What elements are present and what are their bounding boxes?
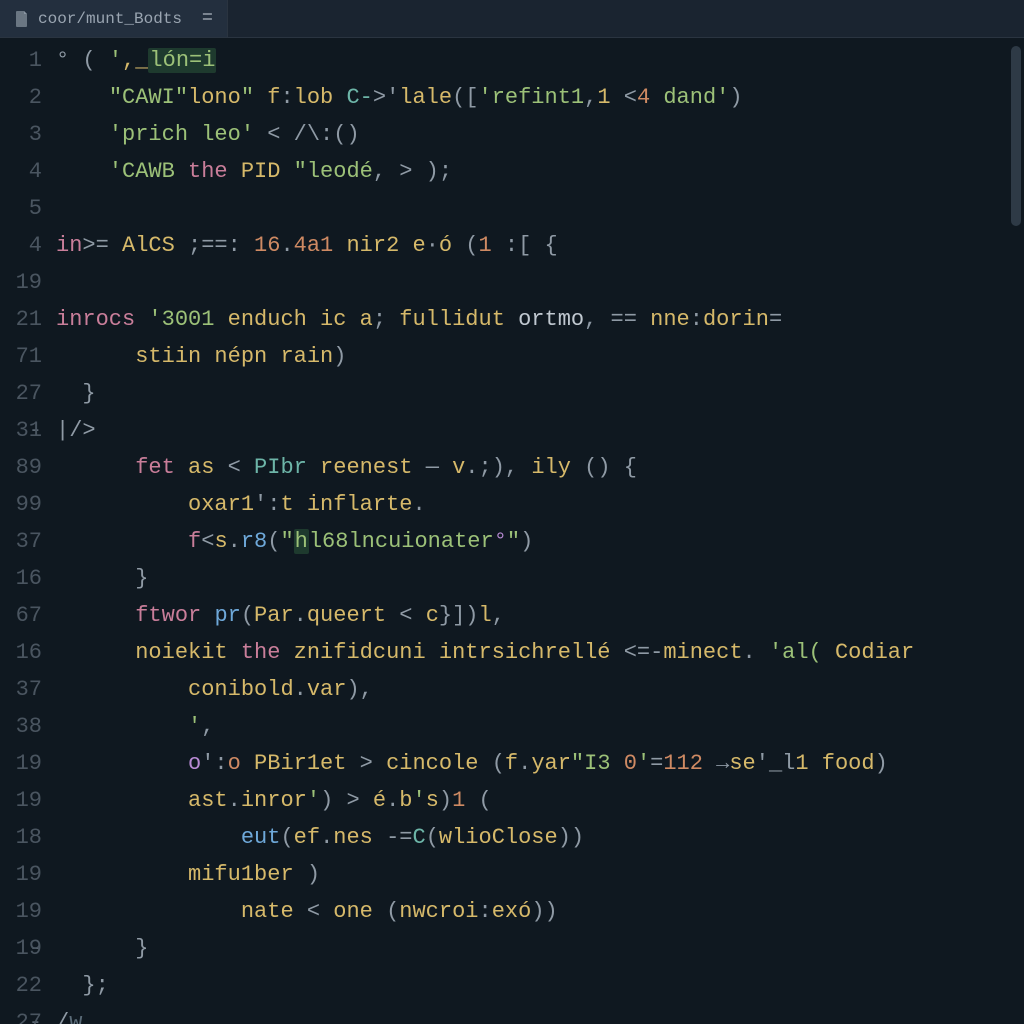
code-line[interactable]: noiekit the znifidcuni intrsichrellé <=-…	[56, 634, 1024, 671]
line-number: 31	[0, 412, 42, 449]
line-number: 27 -	[0, 375, 42, 412]
line-number: 1	[0, 42, 42, 79]
line-number: 19	[0, 930, 42, 967]
code-line[interactable]: ° ( ',_lón=i	[56, 42, 1024, 79]
line-number: 16	[0, 560, 42, 597]
code-line[interactable]: fet as < PIbr reenest — v.;), ily () {	[56, 449, 1024, 486]
file-tab[interactable]: coor/munt_Bodts =	[0, 0, 228, 37]
code-line[interactable]: }	[56, 375, 1024, 412]
scrollbar-thumb[interactable]	[1011, 46, 1021, 226]
line-number: 19	[0, 264, 42, 301]
line-number: 38	[0, 708, 42, 745]
code-line[interactable]	[56, 190, 1024, 227]
line-number: 19	[0, 782, 42, 819]
line-number: 19 -	[0, 893, 42, 930]
line-number: 89	[0, 449, 42, 486]
line-number: 5	[0, 190, 42, 227]
line-number: 27	[0, 1004, 42, 1024]
tab-bar: coor/munt_Bodts =	[0, 0, 1024, 38]
line-number: 18	[0, 819, 42, 856]
code-line[interactable]: |/>	[56, 412, 1024, 449]
line-number: 22 -	[0, 967, 42, 1004]
line-number: 19	[0, 856, 42, 893]
code-editor-window: coor/munt_Bodts = 12345419217127 -318999…	[0, 0, 1024, 1024]
line-number: 67	[0, 597, 42, 634]
line-number-gutter: 12345419217127 -318999371667163738191918…	[0, 42, 56, 1024]
line-number: 4	[0, 227, 42, 264]
code-line[interactable]: nate < one (nwcroi:exó))	[56, 893, 1024, 930]
line-number: 16	[0, 634, 42, 671]
tab-close-button[interactable]: =	[202, 10, 213, 28]
editor-body[interactable]: 12345419217127 -318999371667163738191918…	[0, 38, 1024, 1024]
vertical-scrollbar[interactable]	[1011, 46, 1021, 1018]
code-line[interactable]: ',	[56, 708, 1024, 745]
code-line[interactable]: }	[56, 560, 1024, 597]
code-line[interactable]: "CAWI"lono" f:lob C->'lale(['refint1,1 <…	[56, 79, 1024, 116]
line-number: 19	[0, 745, 42, 782]
line-number: 3	[0, 116, 42, 153]
code-line[interactable]: };	[56, 967, 1024, 1004]
line-number: 71	[0, 338, 42, 375]
code-line[interactable]: stiin népn rain)	[56, 338, 1024, 375]
line-number: 4	[0, 153, 42, 190]
code-line[interactable]: /w	[56, 1004, 1024, 1024]
code-line[interactable]: mifu1ber )	[56, 856, 1024, 893]
code-line[interactable]: 'prich leo' < /\:()	[56, 116, 1024, 153]
code-line[interactable]: conibold.var),	[56, 671, 1024, 708]
code-line[interactable]: o':o PBir1et > cincole (f.yar"I3 0'=112 …	[56, 745, 1024, 782]
code-line[interactable]: ftwor pr(Par.queert < c}])l,	[56, 597, 1024, 634]
line-number: 37	[0, 523, 42, 560]
line-number: 99	[0, 486, 42, 523]
code-line[interactable]: in>= AlCS ;==: 16.4a1 nir2 e·ó (1 :[ {	[56, 227, 1024, 264]
line-number: 21	[0, 301, 42, 338]
file-icon	[14, 11, 30, 27]
line-number: 37	[0, 671, 42, 708]
code-area[interactable]: ° ( ',_lón=i "CAWI"lono" f:lob C->'lale(…	[56, 42, 1024, 1024]
code-line[interactable]: ast.inror') > é.b's)1 (	[56, 782, 1024, 819]
code-line[interactable]: eut(ef.nes -=C(wlioClose))	[56, 819, 1024, 856]
tab-filename: coor/munt_Bodts	[38, 10, 182, 28]
code-line[interactable]: oxar1':t inflarte.	[56, 486, 1024, 523]
code-line[interactable]: f<s.r8("hl68lncuionater°")	[56, 523, 1024, 560]
code-line[interactable]	[56, 264, 1024, 301]
code-line[interactable]: 'CAWB the PID "leodé, > );	[56, 153, 1024, 190]
line-number: 2	[0, 79, 42, 116]
code-line[interactable]: inrocs '3001 enduch ic a; fullidut ortmo…	[56, 301, 1024, 338]
code-line[interactable]: }	[56, 930, 1024, 967]
